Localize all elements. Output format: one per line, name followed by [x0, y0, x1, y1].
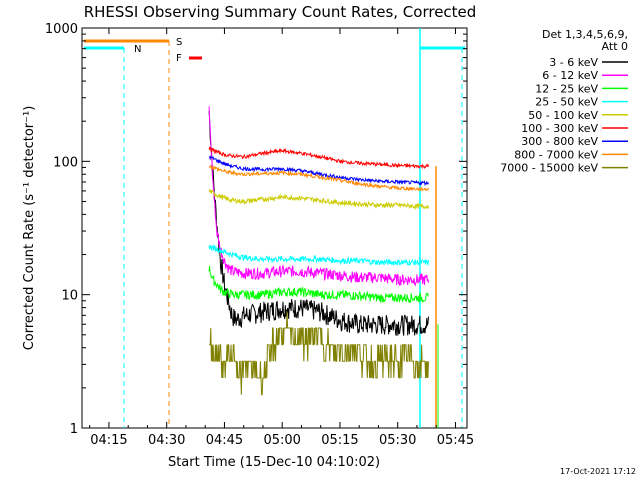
x-tick-label: 04:30: [148, 433, 185, 448]
series-line: [208, 155, 429, 187]
footer-date: 17-Oct-2021 17:12: [560, 467, 636, 476]
legend-header-line1: Det 1,3,4,5,6,9,: [542, 28, 628, 41]
axis-layer: 04:15 04:30 04:45 05:00 05:15 05:30 05:45 1 10 10…: [45, 22, 474, 448]
series-line: [208, 244, 429, 267]
series-line: [208, 106, 429, 287]
spacecraft-marks-layer: N SF: [84, 28, 465, 428]
legend-label: 50 - 100 keV: [528, 109, 598, 122]
legend-label: 300 - 800 keV: [521, 135, 598, 148]
y-tick-label: 10: [61, 289, 78, 304]
legend-label: 12 - 25 keV: [535, 82, 598, 95]
chart-title: RHESSI Observing Summary Count Rates, Co…: [84, 3, 477, 21]
x-tick-label: 04:15: [90, 433, 127, 448]
plot-frame: [81, 27, 468, 429]
legend-label: 3 - 6 keV: [549, 56, 598, 69]
y-axis-label: Corrected Count Rate (s⁻¹ detector⁻¹): [22, 106, 37, 351]
plot-area: N SF 04:15 04:30 04:45 05:00 05:15 05:30 05:45 1…: [45, 22, 474, 448]
x-tick-label: 05:00: [263, 433, 300, 448]
series-layer: [208, 106, 439, 428]
series-line: [209, 311, 429, 396]
legend-label: 7000 - 15000 keV: [500, 162, 598, 175]
x-axis-label: Start Time (15-Dec-10 04:10:02): [168, 455, 380, 470]
series-line: [208, 164, 429, 193]
series-line: [208, 265, 429, 304]
series-line: [208, 188, 429, 211]
legend-label: 800 - 7000 keV: [514, 148, 598, 161]
y-tick-label: 1000: [45, 22, 78, 37]
y-tick-label: 100: [53, 155, 78, 170]
series-line: [208, 110, 429, 336]
flare-label: F: [176, 53, 182, 64]
x-tick-label: 05:45: [437, 433, 474, 448]
legend-label: 25 - 50 keV: [535, 96, 598, 109]
night-label: N: [134, 44, 141, 55]
x-tick-label: 05:15: [321, 433, 358, 448]
saa-label: S: [176, 37, 182, 48]
x-tick-label: 05:30: [379, 433, 416, 448]
legend-header-line2: Att 0: [602, 40, 628, 53]
series-line: [208, 146, 429, 170]
y-tick-label: 1: [70, 422, 78, 437]
legend-label: 100 - 300 keV: [521, 122, 598, 135]
x-tick-label: 04:45: [206, 433, 243, 448]
legend-label: 6 - 12 keV: [542, 69, 598, 82]
